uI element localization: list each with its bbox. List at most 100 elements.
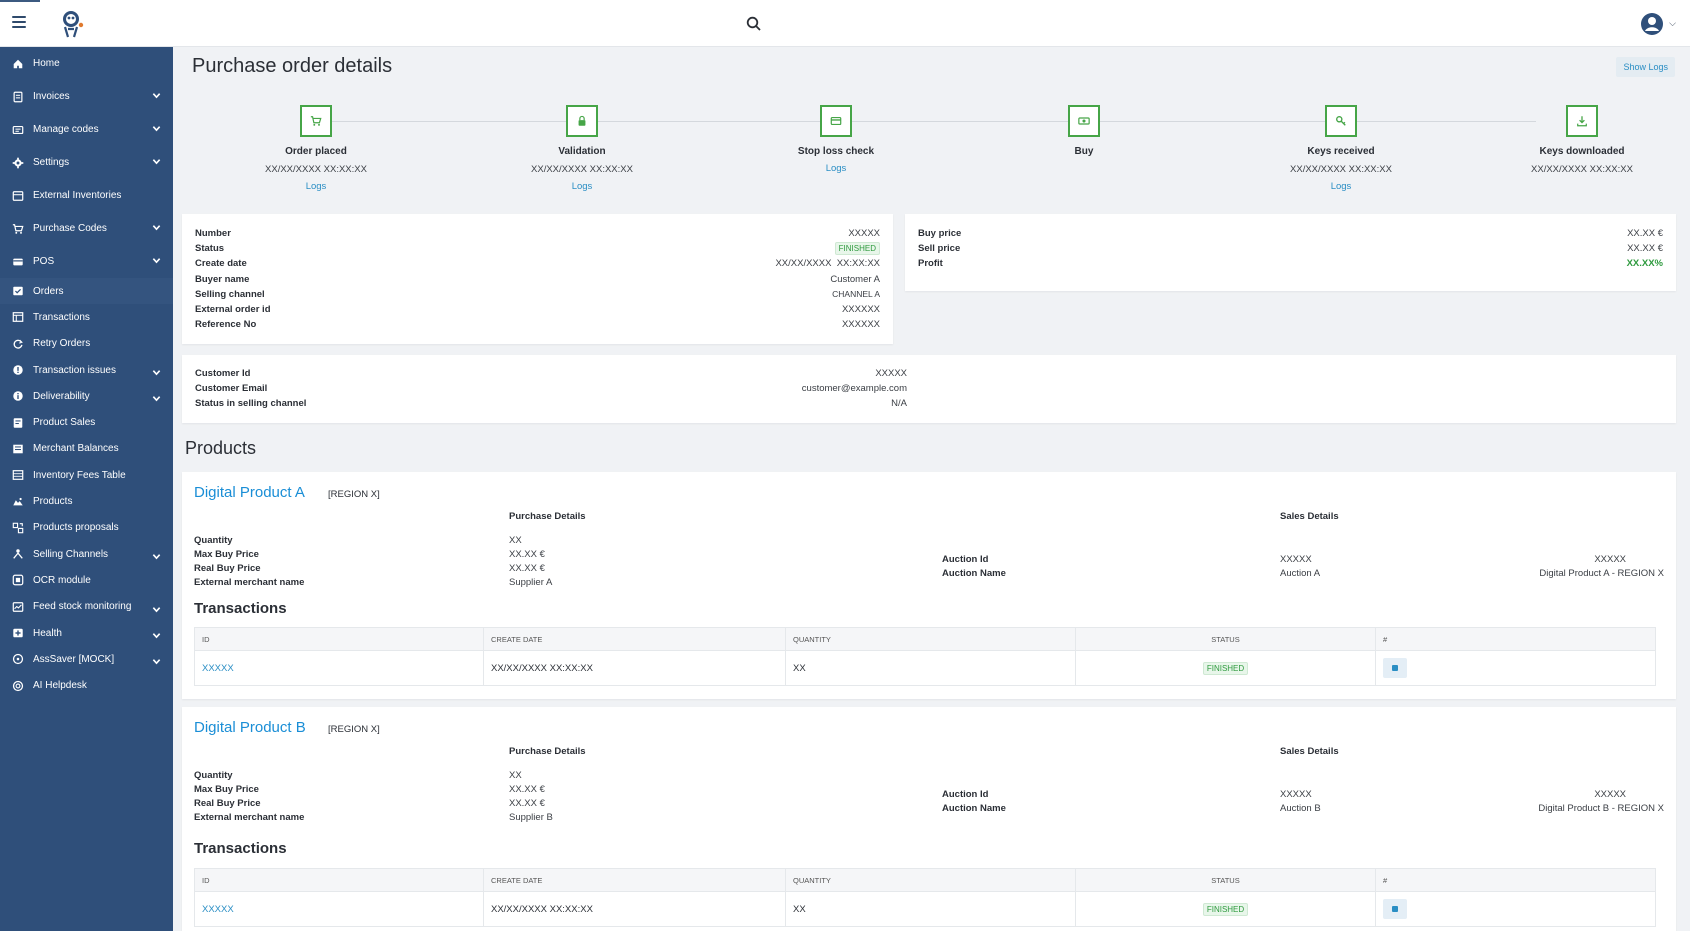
step-label: Keys downloaded xyxy=(1539,146,1625,157)
sidebar-item-label: Purchase Codes xyxy=(33,223,107,234)
sidebar-item-manage-codes[interactable]: Manage codes xyxy=(0,113,173,146)
sidebar-item-label: Health xyxy=(33,627,62,639)
sales-details-heading: Sales Details xyxy=(1280,511,1339,522)
logo-icon xyxy=(63,11,84,38)
sidebar-item-ai-helpdesk[interactable]: AI Helpdesk xyxy=(0,672,173,698)
sidebar-item-deliverability[interactable]: Deliverability xyxy=(0,383,173,409)
sidebar-item-orders[interactable]: Orders xyxy=(0,278,173,305)
table-row[interactable]: XXXXX XX/XX/XXXX XX:XX:XX XX FINISHED xyxy=(195,650,1655,685)
sidebar-item-invoices[interactable]: Invoices xyxy=(0,80,173,113)
menu-icon[interactable] xyxy=(12,16,26,28)
chevron-down-icon[interactable] xyxy=(152,124,161,136)
order-number-value: XXXXX xyxy=(848,228,880,240)
chevron-down-icon[interactable] xyxy=(152,91,161,103)
chevron-down-icon[interactable] xyxy=(152,394,161,406)
sidebar-item-asssaver-mock[interactable]: AssSaver [MOCK] xyxy=(0,646,173,672)
sidebar-item-inventory-fees-table[interactable]: Inventory Fees Table xyxy=(0,462,173,488)
sidebar-item-transactions[interactable]: Transactions xyxy=(0,304,173,330)
order-number-row: Number XXXXX xyxy=(195,226,880,241)
sidebar-item-label: Merchant Balances xyxy=(33,443,119,455)
buyer-value: Customer A xyxy=(830,273,880,285)
order-status-row: Status FINISHED xyxy=(195,241,880,256)
sidebar-item-settings[interactable]: Settings xyxy=(0,146,173,179)
channel-row: Selling channel CHANNEL A xyxy=(195,287,880,302)
transactions-title: Transactions xyxy=(194,600,287,617)
step-logs-link[interactable]: Logs xyxy=(825,163,847,174)
sidebar-item-transaction-issues[interactable]: Transaction issues xyxy=(0,357,173,383)
sidebar-item-merchant-balances[interactable]: Merchant Balances xyxy=(0,436,173,462)
chevron-down-icon[interactable] xyxy=(152,552,161,564)
chevron-down-icon[interactable] xyxy=(152,605,161,617)
chevron-down-icon[interactable] xyxy=(152,223,161,235)
chevron-down-icon[interactable] xyxy=(152,256,161,268)
sidebar-item-retry-orders[interactable]: Retry Orders xyxy=(0,331,173,357)
status-badge: FINISHED xyxy=(1202,661,1249,675)
merchant-value: Supplier A xyxy=(509,577,553,588)
sidebar: Home Invoices Manage codes Settings External… xyxy=(0,47,173,931)
step-buy: Buy xyxy=(1004,105,1164,157)
square-icon xyxy=(1392,906,1398,912)
ocr-icon xyxy=(11,573,25,587)
sidebar-item-label: Retry Orders xyxy=(33,338,91,350)
sidebar-item-health[interactable]: Health xyxy=(0,620,173,646)
sidebar-item-products-proposals[interactable]: Products proposals xyxy=(0,515,173,541)
reference-label: Reference No xyxy=(195,319,257,331)
create-date-label: Create date xyxy=(195,258,247,270)
table-row[interactable]: XXXXX XX/XX/XXXX XX:XX:XX XX FINISHED xyxy=(195,891,1655,926)
buyer-row: Buyer name Customer A xyxy=(195,272,880,287)
order-number-label: Number xyxy=(195,228,231,240)
auction-id-link[interactable]: XXXXX xyxy=(1594,554,1626,565)
chevron-down-icon[interactable] xyxy=(152,631,161,643)
step-logs-link[interactable]: Logs xyxy=(1330,181,1352,192)
tx-action-button[interactable] xyxy=(1383,899,1407,919)
external-order-label: External order id xyxy=(195,304,271,316)
step-logs-link[interactable]: Logs xyxy=(571,181,593,192)
sell-price-row: Sell price XX.XX € xyxy=(918,241,1663,256)
chevron-down-icon[interactable] xyxy=(152,657,161,669)
buyer-label: Buyer name xyxy=(195,273,250,285)
cart-icon xyxy=(11,222,25,236)
real-buy-value: XX.XX € xyxy=(509,798,545,809)
tx-id-link[interactable]: XXXXX xyxy=(195,651,484,685)
product-title[interactable]: Digital Product A xyxy=(194,484,305,501)
show-logs-button[interactable]: Show Logs xyxy=(1616,57,1675,77)
sidebar-item-label: Invoices xyxy=(33,91,70,102)
sidebar-item-selling-channels[interactable]: Selling Channels xyxy=(0,541,173,567)
buy-price-row: Buy price XX.XX € xyxy=(918,226,1663,241)
user-menu[interactable]: ⌵ xyxy=(1640,12,1676,36)
top-bar: ⌵ xyxy=(0,0,1690,47)
product-title[interactable]: Digital Product B xyxy=(194,719,306,736)
sidebar-item-home[interactable]: Home xyxy=(0,47,173,80)
sidebar-item-purchase-codes[interactable]: Purchase Codes xyxy=(0,212,173,245)
chevron-down-icon[interactable] xyxy=(152,368,161,380)
inventory-icon xyxy=(11,189,25,203)
customer-email-row: Customer Email customer@example.com xyxy=(195,381,907,396)
customer-id-label: Customer Id xyxy=(195,368,251,380)
tx-header-cell: QUANTITY xyxy=(786,869,1076,891)
sidebar-item-label: Home xyxy=(33,58,60,69)
channels-icon xyxy=(11,547,25,561)
sidebar-item-products[interactable]: Products xyxy=(0,488,173,514)
chevron-down-icon[interactable] xyxy=(152,157,161,169)
tx-action-button[interactable] xyxy=(1383,658,1407,678)
auction-id-link[interactable]: XXXXX xyxy=(1594,789,1626,800)
channel-link[interactable]: CHANNEL A xyxy=(832,289,880,300)
auction-product-name: Digital Product B - REGION X xyxy=(1538,803,1664,814)
sidebar-item-pos[interactable]: POS xyxy=(0,245,173,278)
search-icon[interactable] xyxy=(746,16,762,32)
tx-id-link[interactable]: XXXXX xyxy=(195,892,484,926)
home-icon xyxy=(11,57,25,71)
alert-icon xyxy=(11,363,25,377)
page-title: Purchase order details xyxy=(192,55,393,77)
sidebar-item-ocr-module[interactable]: OCR module xyxy=(0,567,173,593)
sidebar-item-label: Settings xyxy=(33,157,70,168)
step-date: XX/XX/XXXX XX:XX:XX xyxy=(1290,164,1392,175)
step-logs-link[interactable]: Logs xyxy=(305,181,327,192)
transactions-table: ID CREATE DATE QUANTITY STATUS # XXXXX XX/XX/X… xyxy=(194,868,1656,927)
sidebar-item-product-sales[interactable]: Product Sales xyxy=(0,409,173,435)
sidebar-item-external-inventories[interactable]: External Inventories xyxy=(0,179,173,212)
profit-row: Profit XX.XX% xyxy=(918,256,1663,271)
tx-header-cell: STATUS xyxy=(1076,869,1376,891)
sidebar-item-feed-stock-monitoring[interactable]: Feed stock monitoring xyxy=(0,594,173,620)
sales-details-heading: Sales Details xyxy=(1280,746,1339,757)
